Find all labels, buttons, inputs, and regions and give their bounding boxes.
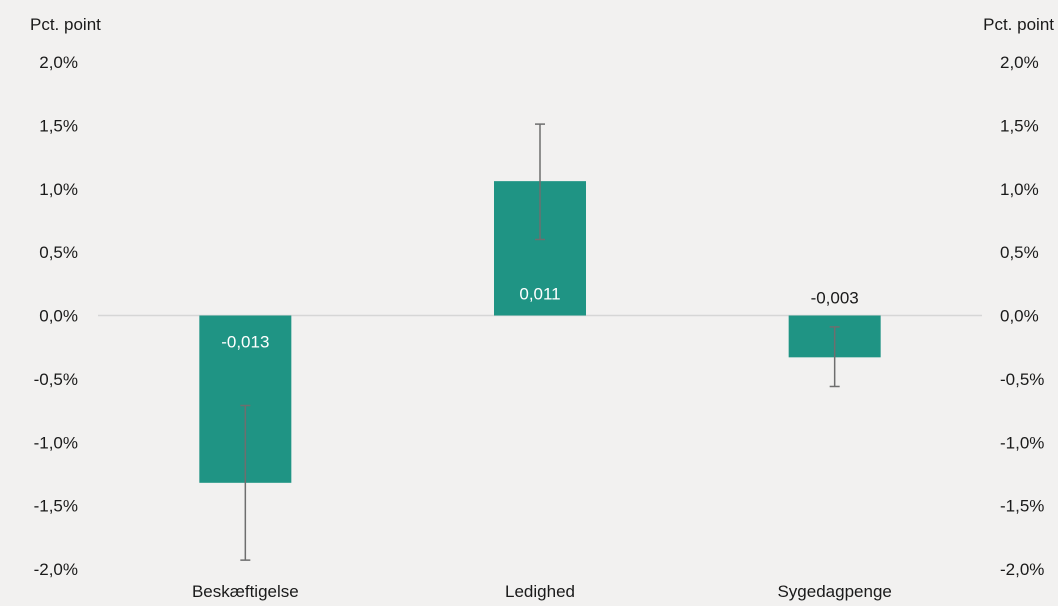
category-label: Beskæftigelse [192,582,299,601]
category-label: Ledighed [505,582,575,601]
y-axis-right: 2,0% 1,5% 1,0% 0,5% 0,0% -0,5% -1,0% -1,5% -2,0% [1000,53,1044,579]
y-tick-label-right: -0,5% [1000,370,1044,389]
x-axis-categories: Beskæftigelse Ledighed Sygedagpenge [192,582,892,601]
y-tick-label-right: 1,0% [1000,180,1039,199]
y-tick-label-right: 1,5% [1000,116,1039,135]
y-tick-label-left: -0,5% [34,370,78,389]
category-label: Sygedagpenge [777,582,891,601]
y-axis-unit-right: Pct. point [983,15,1054,34]
data-label: -0,003 [811,289,859,308]
y-tick-label-left: 0,0% [39,307,78,326]
y-tick-label-left: -1,5% [34,497,78,516]
y-tick-label-left: 1,5% [39,116,78,135]
y-tick-label-left: -1,0% [34,433,78,452]
data-label: -0,013 [221,333,269,352]
error-bars [240,123,840,561]
y-tick-label-right: -1,5% [1000,497,1044,516]
y-tick-label-right: 0,0% [1000,307,1039,326]
y-tick-label-left: 1,0% [39,180,78,199]
y-tick-label-right: 2,0% [1000,53,1039,72]
y-axis-left: 2,0% 1,5% 1,0% 0,5% 0,0% -0,5% -1,0% -1,5% -2,0% [34,53,78,579]
y-tick-label-left: 0,5% [39,243,78,262]
data-label: 0,011 [519,285,560,304]
y-tick-label-left: 2,0% [39,53,78,72]
y-tick-label-right: -1,0% [1000,433,1044,452]
y-axis-unit-left: Pct. point [30,15,101,34]
y-tick-label-left: -2,0% [34,560,78,579]
y-tick-label-right: -2,0% [1000,560,1044,579]
y-tick-label-right: 0,5% [1000,243,1039,262]
data-labels: -0,013 0,011 -0,003 [221,285,859,352]
